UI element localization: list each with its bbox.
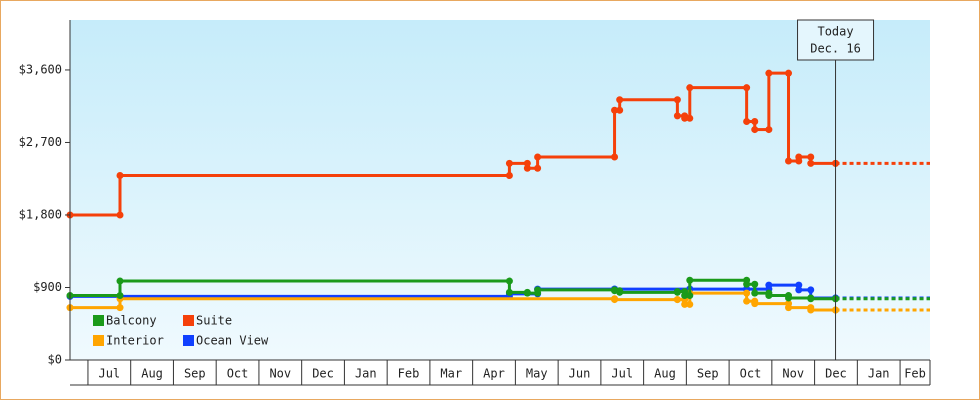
point bbox=[523, 159, 531, 167]
point bbox=[611, 296, 619, 304]
point bbox=[681, 292, 689, 300]
point bbox=[751, 300, 759, 308]
point bbox=[616, 96, 624, 104]
x-tick-label: Jan bbox=[355, 367, 377, 381]
point bbox=[785, 304, 793, 312]
point bbox=[807, 153, 815, 161]
point bbox=[505, 159, 513, 167]
point bbox=[116, 277, 124, 285]
legend-label: Interior bbox=[106, 334, 164, 348]
legend-label: Balcony bbox=[106, 314, 157, 328]
point bbox=[673, 112, 681, 120]
point bbox=[534, 153, 542, 161]
point bbox=[743, 84, 751, 92]
point bbox=[673, 296, 681, 304]
point bbox=[116, 304, 124, 312]
point bbox=[743, 289, 751, 297]
point bbox=[751, 126, 759, 134]
point bbox=[686, 114, 694, 122]
point bbox=[616, 288, 624, 296]
point bbox=[611, 153, 619, 161]
x-tick-label: Dec bbox=[312, 367, 334, 381]
x-tick-label: Oct bbox=[740, 367, 762, 381]
legend-label: Suite bbox=[196, 314, 232, 328]
point bbox=[807, 159, 815, 167]
point bbox=[785, 157, 793, 165]
point bbox=[116, 211, 124, 219]
point bbox=[807, 286, 815, 294]
x-tick-label: Jul bbox=[98, 367, 120, 381]
point bbox=[116, 292, 124, 300]
point bbox=[116, 171, 124, 179]
point bbox=[765, 126, 773, 134]
y-tick-label: $3,600 bbox=[19, 62, 62, 76]
series-1 bbox=[66, 69, 930, 219]
x-tick-label: Nov bbox=[782, 367, 804, 381]
series-0 bbox=[66, 276, 930, 303]
point bbox=[686, 276, 694, 284]
point bbox=[534, 286, 542, 294]
point bbox=[673, 96, 681, 104]
x-tick-label: Oct bbox=[227, 367, 249, 381]
point bbox=[681, 114, 689, 122]
point bbox=[534, 164, 542, 172]
x-tick-label: Aug bbox=[141, 367, 163, 381]
x-tick-label: Feb bbox=[904, 367, 926, 381]
today-label: Today bbox=[817, 25, 853, 39]
x-tick-label: Jan bbox=[868, 367, 890, 381]
x-tick-label: Sep bbox=[184, 367, 206, 381]
point bbox=[765, 69, 773, 77]
point bbox=[785, 294, 793, 302]
y-tick-label: $2,700 bbox=[19, 135, 62, 149]
point bbox=[673, 288, 681, 296]
point bbox=[751, 118, 759, 126]
point bbox=[751, 280, 759, 288]
legend-swatch bbox=[183, 335, 194, 346]
x-tick-label: Apr bbox=[483, 367, 505, 381]
point bbox=[743, 118, 751, 126]
today-box bbox=[797, 19, 875, 61]
point bbox=[611, 106, 619, 114]
point bbox=[686, 292, 694, 300]
today-label: Dec. 16 bbox=[810, 42, 861, 56]
x-tick-label: Dec bbox=[825, 367, 847, 381]
point bbox=[505, 171, 513, 179]
legend-swatch bbox=[183, 315, 194, 326]
point bbox=[785, 69, 793, 77]
x-tick-label: Nov bbox=[269, 367, 291, 381]
y-tick-label: $900 bbox=[33, 280, 62, 294]
point bbox=[795, 286, 803, 294]
point bbox=[505, 288, 513, 296]
x-tick-label: Feb bbox=[398, 367, 420, 381]
x-tick-label: Sep bbox=[697, 367, 719, 381]
x-tick-label: Jul bbox=[611, 367, 633, 381]
y-tick-label: $0 bbox=[48, 353, 62, 367]
point bbox=[743, 297, 751, 305]
point bbox=[751, 289, 759, 297]
point bbox=[795, 153, 803, 161]
point bbox=[795, 281, 803, 289]
x-tick-label: Jun bbox=[569, 367, 591, 381]
legend-swatch bbox=[93, 315, 104, 326]
point bbox=[743, 280, 751, 288]
point bbox=[505, 277, 513, 285]
point bbox=[807, 306, 815, 314]
legend-swatch bbox=[93, 335, 104, 346]
point bbox=[686, 300, 694, 308]
point bbox=[686, 84, 694, 92]
x-tick-label: May bbox=[526, 367, 548, 381]
point bbox=[523, 289, 531, 297]
point bbox=[681, 300, 689, 308]
point bbox=[807, 295, 815, 303]
x-tick-label: Mar bbox=[440, 367, 462, 381]
y-tick-label: $1,800 bbox=[19, 207, 62, 221]
point bbox=[523, 164, 531, 172]
point bbox=[765, 292, 773, 300]
x-tick-label: Aug bbox=[654, 367, 676, 381]
point bbox=[765, 281, 773, 289]
legend-label: Ocean View bbox=[196, 334, 269, 348]
point bbox=[616, 106, 624, 114]
